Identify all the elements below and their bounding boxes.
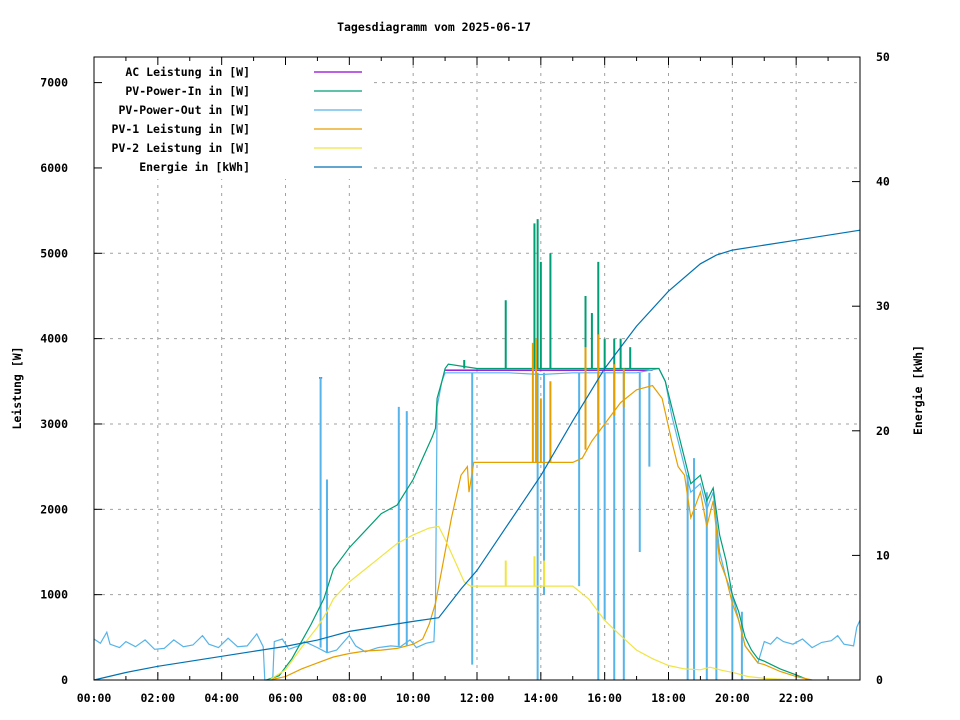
legend-label: PV-2 Leistung in [W] [112, 141, 250, 155]
y2-tick-label: 10 [876, 548, 890, 562]
x-tick-label: 06:00 [268, 691, 303, 705]
y2-axis-label: Energie [kWh] [911, 345, 925, 435]
x-tick-label: 18:00 [651, 691, 686, 705]
y-tick-label: 0 [61, 673, 68, 687]
x-tick-label: 00:00 [77, 691, 112, 705]
y-tick-label: 5000 [40, 246, 68, 260]
series-line-3 [269, 384, 813, 681]
y2-tick-label: 0 [876, 673, 883, 687]
x-tick-label: 14:00 [524, 691, 559, 705]
axes: 0 1000 2000 3000 4000 5000 6000 7000 0 10 20 30 40 50… [40, 50, 890, 705]
legend-label: Energie in [kWh] [139, 160, 250, 174]
legend-background [95, 58, 370, 179]
x-tick-label: 04:00 [204, 691, 239, 705]
y-axis-label: Leistung [W] [10, 346, 24, 429]
legend-label: PV-1 Leistung in [W] [112, 122, 250, 136]
y2-tick-label: 40 [876, 175, 890, 189]
plot-lines [93, 219, 861, 681]
chart-title: Tagesdiagramm vom 2025-06-17 [337, 20, 531, 34]
plot-border [93, 56, 861, 681]
y-tick-label: 4000 [40, 332, 68, 346]
series-line-5 [93, 229, 861, 681]
series-line-4 [269, 525, 797, 681]
series-line-1 [266, 363, 810, 681]
legend: AC Leistung in [W] PV-Power-In in [W] PV-P… [95, 58, 370, 179]
x-tick-label: 08:00 [332, 691, 367, 705]
x-tick-label: 16:00 [587, 691, 622, 705]
legend-label: AC Leistung in [W] [125, 65, 250, 79]
y2-tick-label: 20 [876, 424, 890, 438]
x-tick-label: 02:00 [141, 691, 176, 705]
y2-tick-label: 50 [876, 50, 890, 64]
y2-tick-label: 30 [876, 299, 890, 313]
x-tick-label: 12:00 [460, 691, 495, 705]
legend-label: PV-Power-Out in [W] [118, 103, 250, 117]
x-tick-label: 20:00 [715, 691, 750, 705]
x-tick-label: 10:00 [396, 691, 431, 705]
series-line-2 [93, 367, 861, 681]
y-tick-label: 1000 [40, 588, 68, 602]
y-tick-label: 3000 [40, 417, 68, 431]
legend-label: PV-Power-In in [W] [125, 84, 250, 98]
x-tick-label: 22:00 [779, 691, 814, 705]
y-tick-label: 2000 [40, 502, 68, 516]
y-tick-label: 7000 [40, 76, 68, 90]
y-tick-label: 6000 [40, 161, 68, 175]
